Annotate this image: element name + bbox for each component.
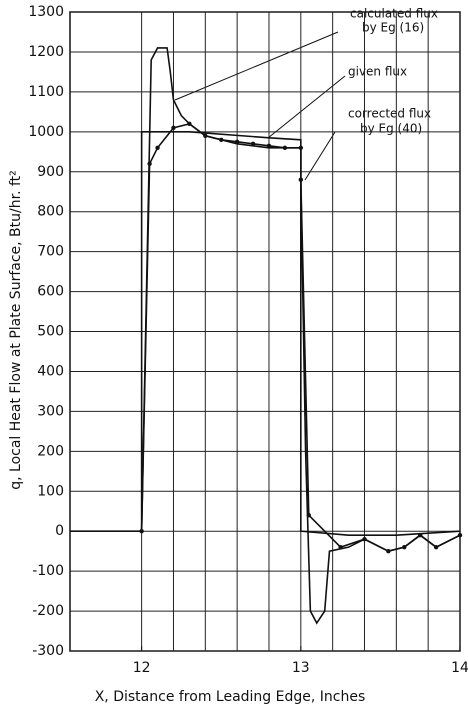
marker: [250, 141, 256, 146]
annotations: [174, 31, 346, 181]
marker: [219, 137, 224, 142]
marker: [418, 532, 423, 538]
marker: [155, 145, 160, 150]
marker: [266, 143, 272, 148]
marker: [386, 548, 391, 554]
y-tick-label: 1000: [28, 124, 64, 140]
annotation: by Eg (40): [360, 122, 422, 136]
annotation: corrected flux: [348, 107, 431, 121]
marker: [362, 536, 367, 542]
y-tick-label: -100: [32, 563, 64, 579]
y-axis-label: q, Local Heat Flow at Plate Surface, Btu…: [8, 170, 24, 490]
marker: [402, 544, 407, 550]
y-tick-label: 1100: [28, 84, 64, 100]
arrow: [174, 31, 339, 101]
marker: [203, 133, 208, 139]
marker: [234, 139, 240, 144]
y-tick-label: 700: [37, 244, 64, 260]
x-tick-label: 13: [292, 660, 310, 676]
marker: [147, 161, 152, 166]
marker: [298, 177, 304, 182]
marker: [433, 544, 439, 550]
x-axis-label: X, Distance from Leading Edge, Inches: [95, 689, 366, 705]
x-tick-label: 12: [133, 660, 151, 676]
x-tick-label: 14: [451, 660, 468, 676]
annotation: by Eg (16): [362, 21, 424, 35]
marker: [457, 532, 463, 538]
y-tick-label: 600: [37, 284, 64, 300]
marker: [187, 121, 192, 127]
marker: [282, 145, 288, 150]
marker: [306, 513, 311, 518]
line: [70, 131, 461, 536]
y-tick-label: 300: [37, 403, 64, 419]
y-tick-label: 200: [37, 443, 64, 459]
arrow: [267, 75, 346, 139]
y-tick-label: 900: [37, 164, 64, 180]
marker: [338, 544, 343, 550]
y-tick-label: -200: [32, 603, 64, 619]
marker: [298, 145, 304, 150]
y-tick-label: 400: [37, 363, 64, 379]
y-tick-label: 1300: [28, 4, 64, 20]
marker: [171, 125, 176, 131]
arrow: [304, 131, 336, 181]
marker: [139, 528, 144, 534]
y-tick-label: 500: [37, 324, 64, 340]
y-tick-label: 800: [37, 204, 64, 220]
y-tick-label: 100: [37, 483, 64, 499]
y-tick-label: 1200: [28, 44, 64, 60]
y-tick-label: -300: [32, 643, 64, 659]
y-tick-label: 0: [55, 523, 64, 539]
annotation: given flux: [348, 65, 407, 79]
annotation: calculated flux: [350, 7, 438, 21]
